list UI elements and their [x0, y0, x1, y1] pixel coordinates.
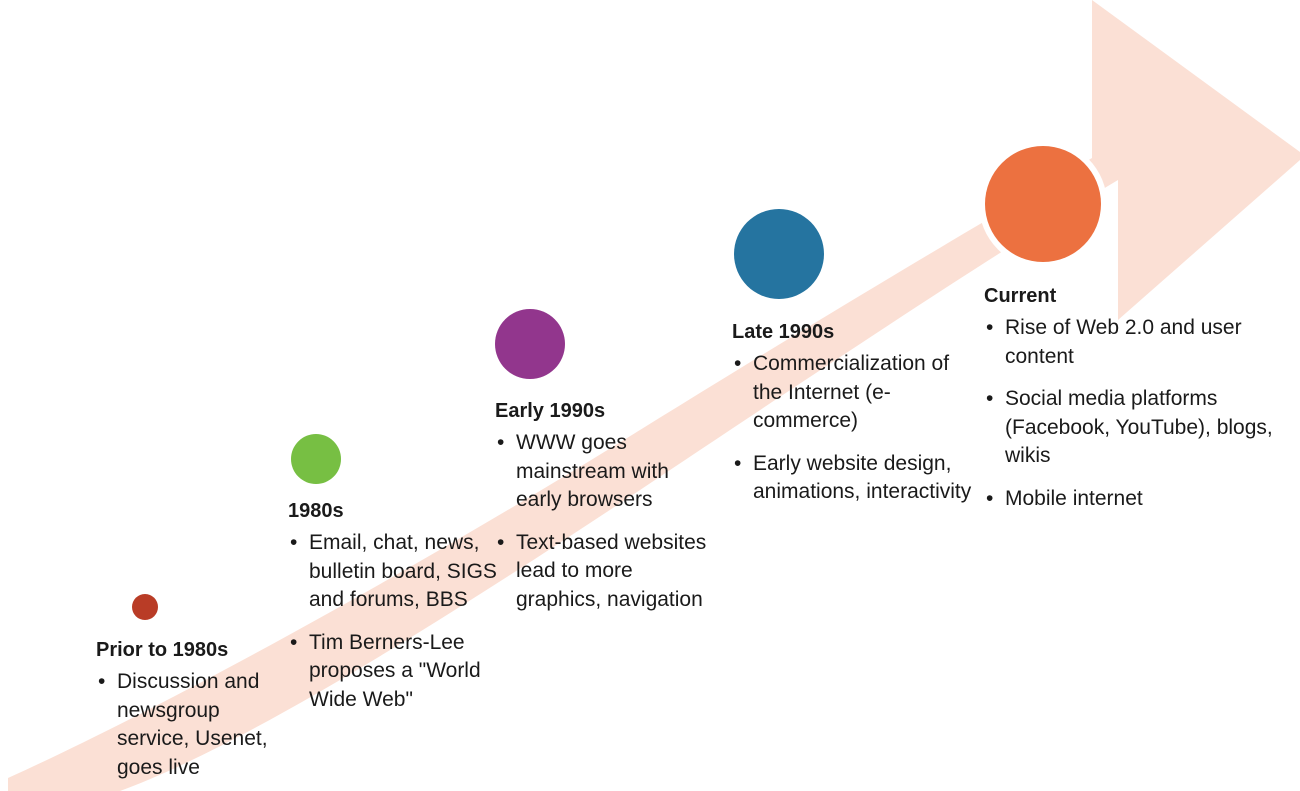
stage-1980s: 1980s • Email, chat, news, bulletin boar… [288, 499, 500, 714]
bullet-item: • Discussion and newsgroup service, Usen… [98, 670, 268, 779]
bullet-dot-icon: • [497, 530, 505, 554]
stage-early-1990s: Early 1990s • WWW goes mainstream with e… [495, 399, 710, 614]
stage-bullets-late-1990s: • Commercialization of the Internet (e-c… [732, 350, 980, 507]
bullet-dot-icon: • [986, 316, 994, 339]
bullet-dot-icon: • [497, 431, 505, 454]
bullet-item: • WWW goes mainstream with early browser… [497, 431, 669, 511]
bullet-item: • Rise of Web 2.0 and user content [986, 316, 1242, 368]
bullet-item: • Tim Berners-Lee proposes a "World Wide… [290, 630, 481, 711]
stage-bullets-current: • Rise of Web 2.0 and user content • Soc… [984, 314, 1284, 513]
bullet-item: • Commercialization of the Internet (e-c… [734, 352, 950, 432]
stage-current: Current • Rise of Web 2.0 and user conte… [984, 284, 1284, 513]
stage-bullets-early-1990s: • WWW goes mainstream with early browser… [495, 429, 710, 614]
stage-heading-prior-1980s: Prior to 1980s [96, 639, 229, 661]
stage-late-1990s: Late 1990s • Commercialization of the In… [732, 320, 980, 507]
bullet-item: • Early website design, animations, inte… [734, 451, 972, 504]
stage-bullets-1980s: • Email, chat, news, bulletin board, SIG… [288, 529, 500, 714]
bullet-dot-icon: • [734, 352, 742, 375]
stage-heading-late-1990s: Late 1990s [732, 321, 835, 343]
stage-prior-1980s: Prior to 1980s • Discussion and newsgrou… [96, 638, 296, 782]
stage-bullets-prior-1980s: • Discussion and newsgroup service, Usen… [96, 668, 296, 782]
marker-prior-1980s[interactable] [132, 594, 158, 620]
stage-heading-early-1990s: Early 1990s [495, 400, 606, 422]
bullet-dot-icon: • [986, 486, 994, 510]
bullet-item: • Social media platforms (Facebook, YouT… [986, 387, 1273, 467]
bullet-dot-icon: • [290, 531, 298, 554]
marker-early-1990s[interactable] [495, 309, 565, 379]
bullet-dot-icon: • [986, 387, 994, 410]
bullet-item: • Text-based websites lead to more graph… [497, 530, 707, 611]
bullet-dot-icon: • [98, 670, 106, 693]
bullet-item: • Mobile internet [984, 485, 1284, 514]
stage-heading-1980s: 1980s [288, 500, 344, 522]
stage-heading-current: Current [984, 285, 1057, 307]
marker-current[interactable] [985, 146, 1101, 262]
bullet-dot-icon: • [290, 630, 298, 654]
bullet-dot-icon: • [734, 451, 742, 475]
bullet-item: • Email, chat, news, bulletin board, SIG… [290, 531, 497, 611]
marker-late-1990s[interactable] [734, 209, 824, 299]
marker-1980s[interactable] [291, 434, 341, 484]
